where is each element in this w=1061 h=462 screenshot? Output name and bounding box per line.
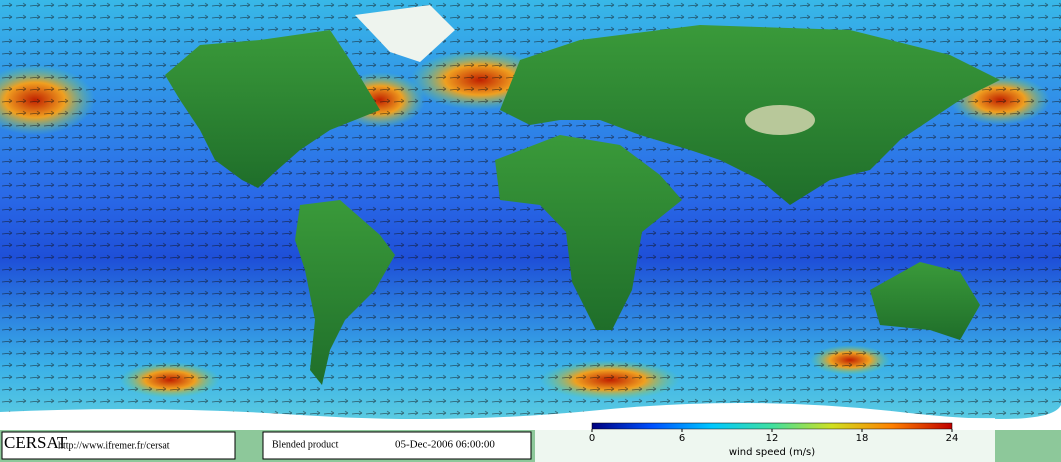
colorbar-tick-label: 24 — [946, 433, 959, 444]
colorbar-tick-label: 0 — [589, 433, 595, 444]
logo-box — [1, 431, 236, 460]
colorbar-tick-label: 6 — [679, 433, 685, 444]
colorbar — [591, 422, 953, 430]
logo: CERSAT — [4, 433, 68, 452]
timestamp: 05-Dec-2006 06:00:00 — [395, 439, 495, 451]
colorbar-label: wind speed (m/s) — [729, 447, 815, 458]
url: http://www.ifremer.fr/cersat — [58, 440, 170, 451]
continents — [165, 5, 1000, 385]
product: Blended product — [272, 439, 339, 450]
colorbar-tick-label: 12 — [766, 433, 779, 444]
colorbar-tick-label: 18 — [856, 433, 869, 444]
info-box — [262, 431, 532, 460]
